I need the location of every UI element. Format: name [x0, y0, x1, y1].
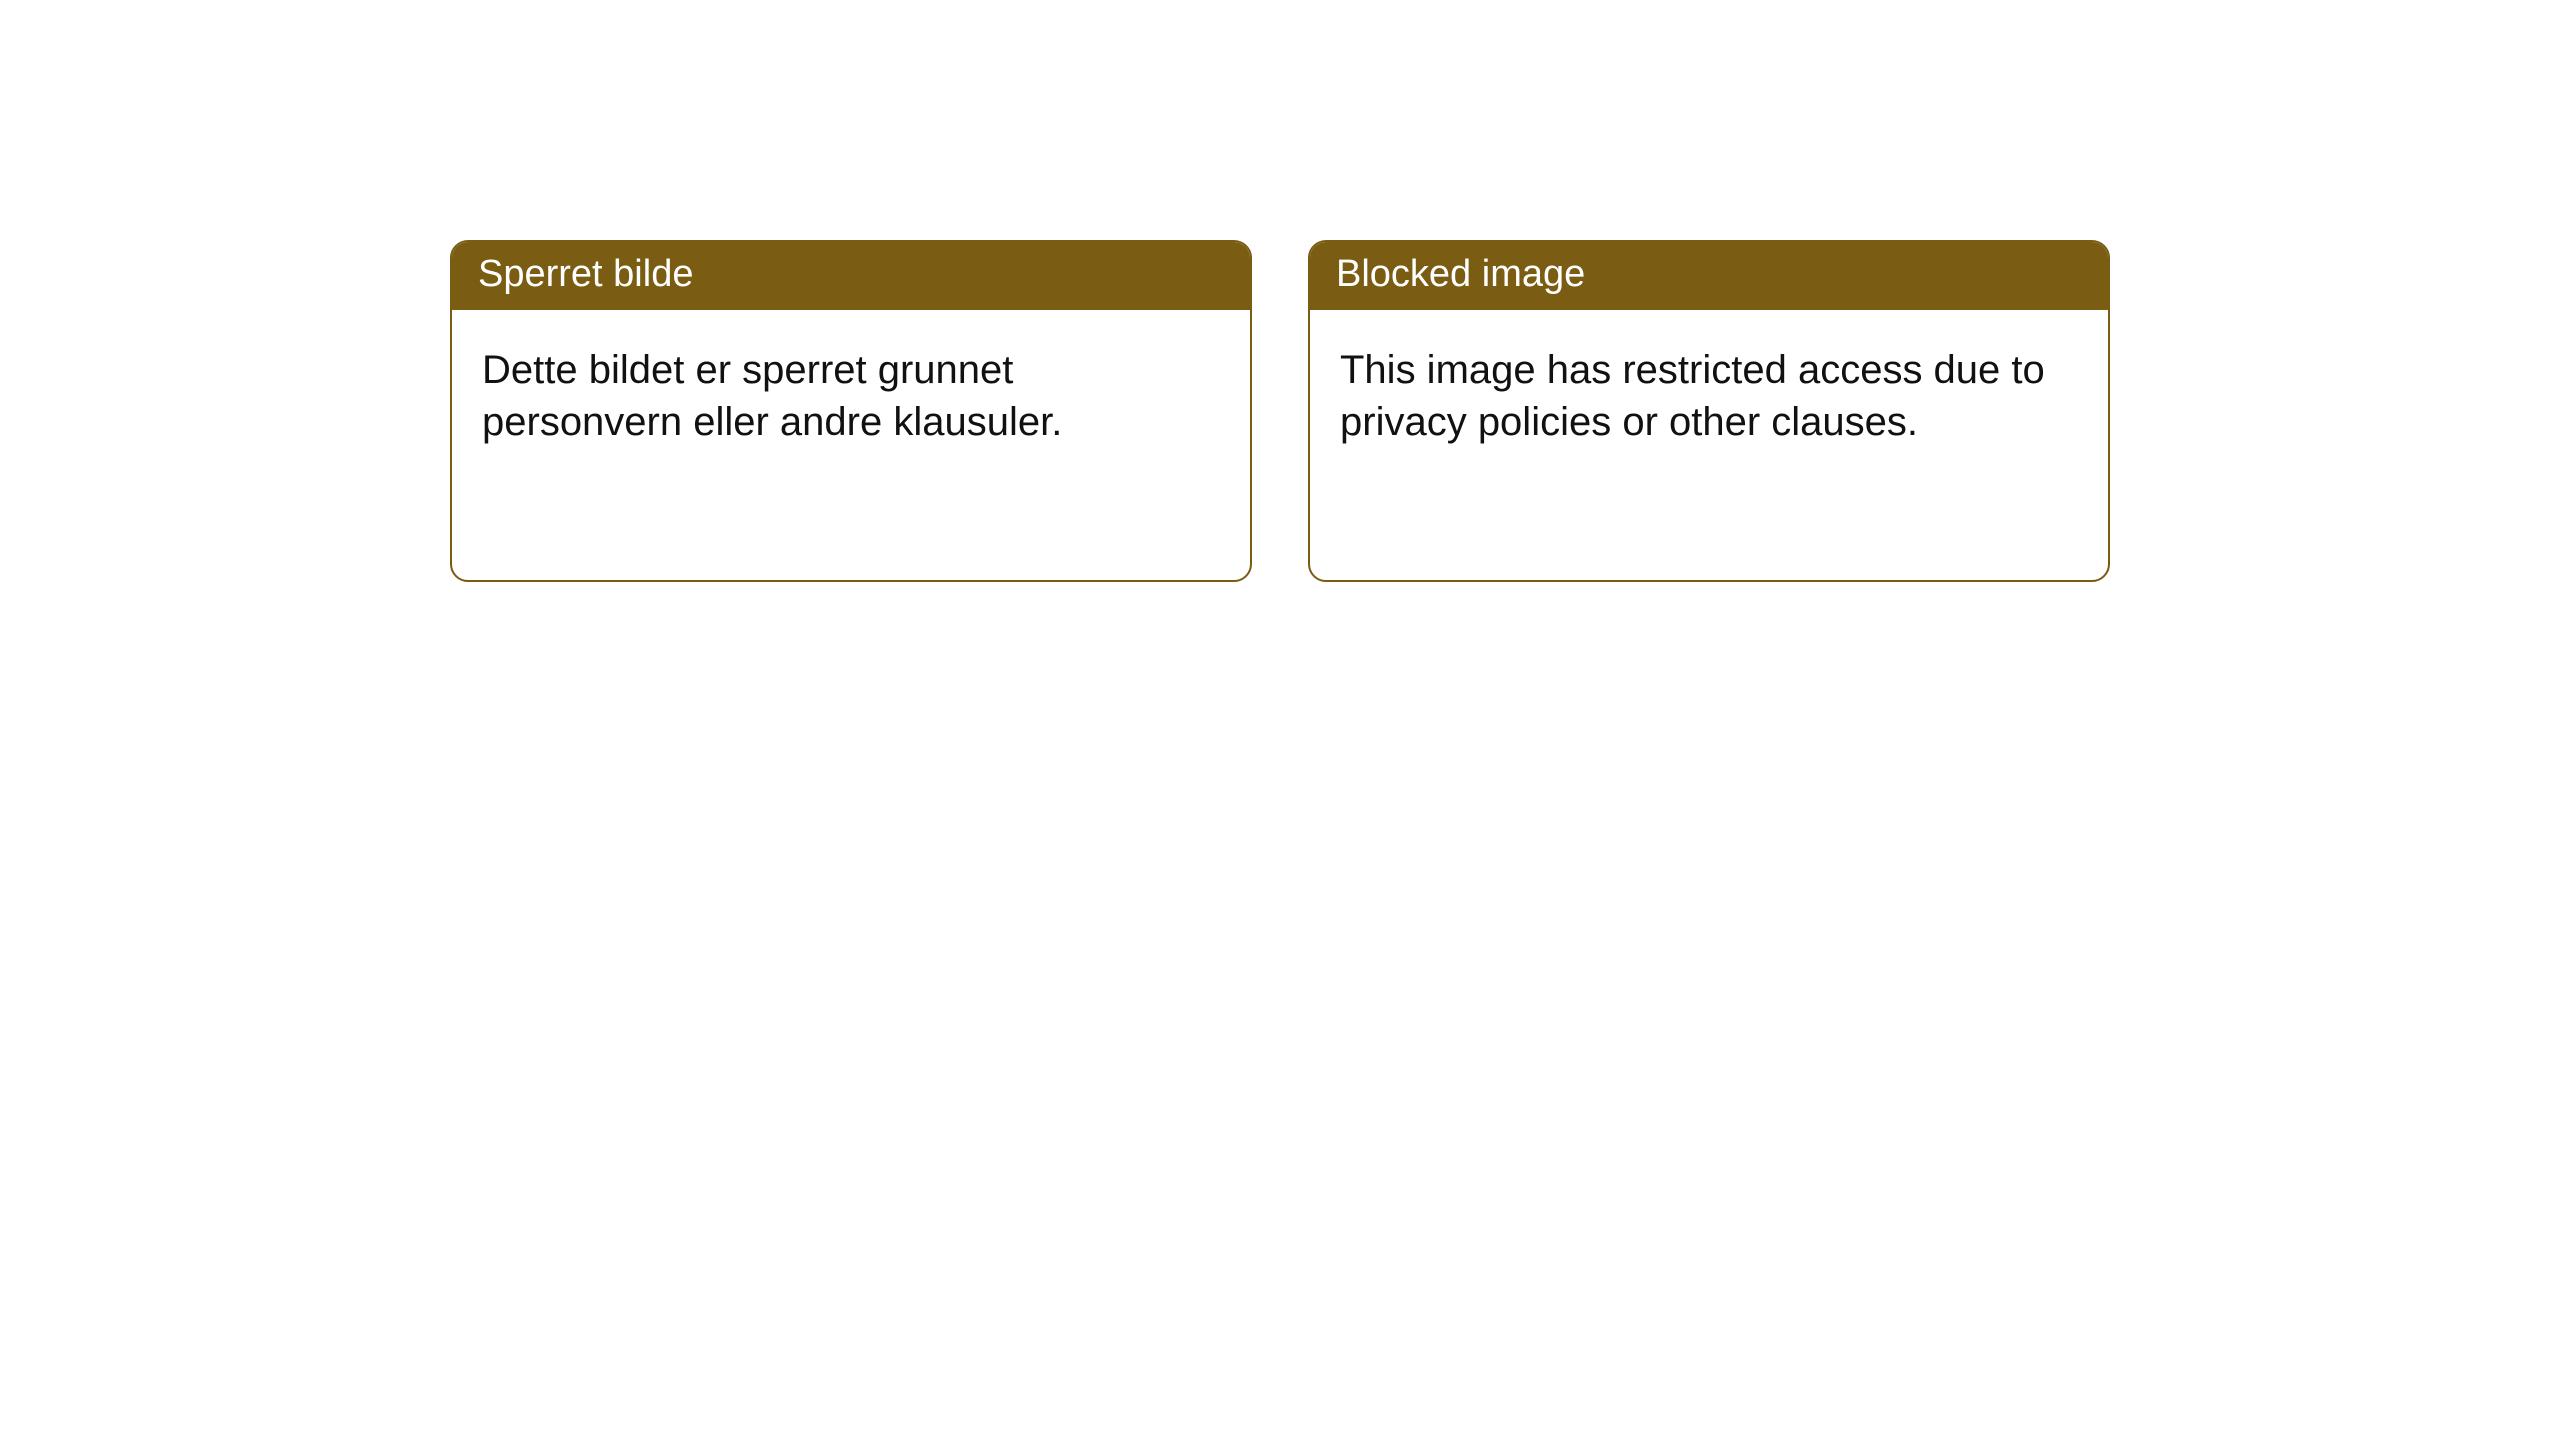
- notice-card-body: This image has restricted access due to …: [1310, 310, 2108, 580]
- notice-card-en: Blocked image This image has restricted …: [1308, 240, 2110, 582]
- notice-cards-container: Sperret bilde Dette bildet er sperret gr…: [0, 0, 2560, 582]
- notice-card-title: Blocked image: [1310, 242, 2108, 310]
- notice-card-body: Dette bildet er sperret grunnet personve…: [452, 310, 1250, 580]
- notice-card-title: Sperret bilde: [452, 242, 1250, 310]
- notice-card-no: Sperret bilde Dette bildet er sperret gr…: [450, 240, 1252, 582]
